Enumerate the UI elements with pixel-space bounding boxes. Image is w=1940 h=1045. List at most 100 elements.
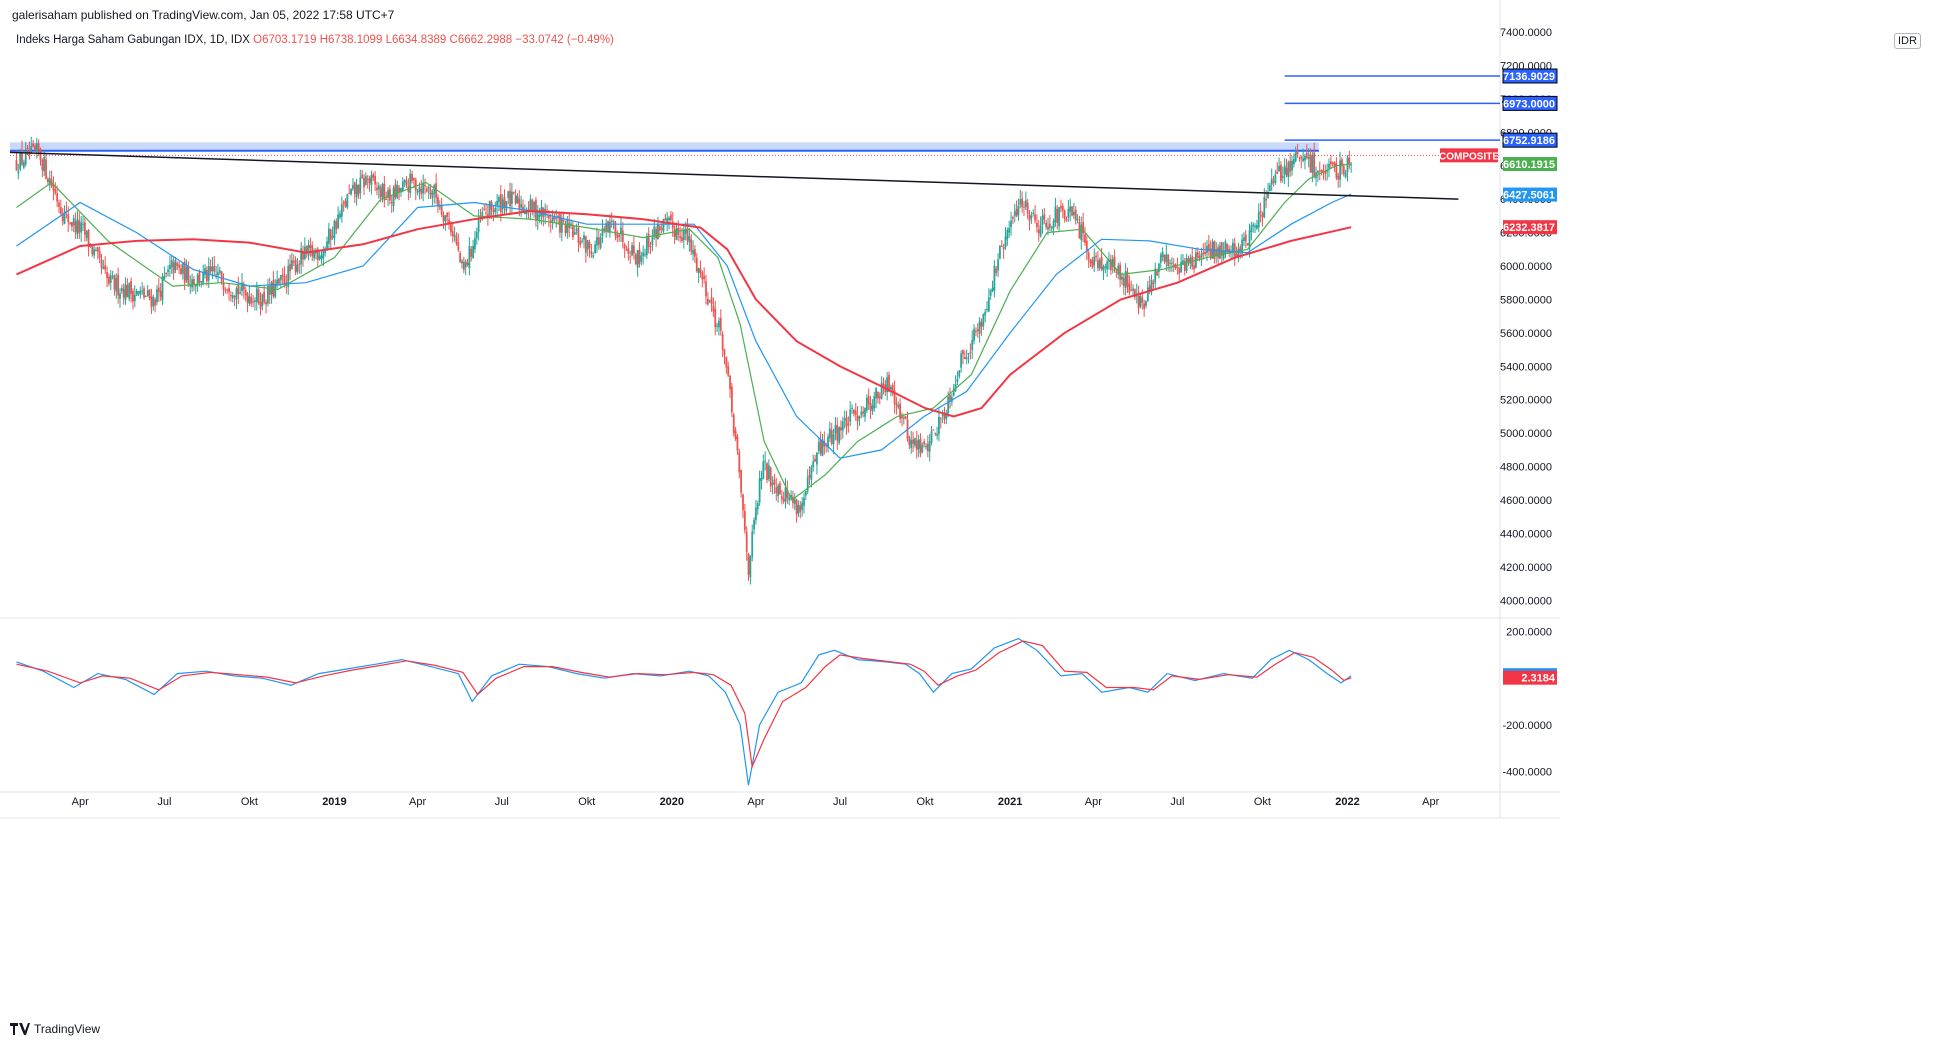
candle (1304, 153, 1306, 170)
candle (1158, 263, 1160, 279)
candle (1015, 200, 1018, 218)
candle (989, 288, 992, 300)
candle (997, 253, 999, 277)
candle (856, 405, 859, 431)
candle (847, 416, 850, 433)
candle (808, 466, 811, 485)
currency-badge[interactable]: IDR (1894, 33, 1921, 49)
candle (1341, 157, 1343, 175)
candle-body (1161, 251, 1164, 257)
candle (468, 237, 471, 276)
candle (1030, 211, 1033, 224)
candle-body (766, 463, 768, 480)
candle (209, 259, 212, 275)
candle (333, 219, 336, 246)
candle-body (1307, 156, 1310, 159)
candle-body (525, 211, 528, 214)
candle-body (1045, 222, 1048, 228)
candle-body (1023, 206, 1025, 208)
candle-body (895, 403, 898, 406)
candle-body (141, 290, 144, 292)
candle (501, 194, 504, 216)
candle-body (200, 281, 203, 283)
candle-body (387, 190, 389, 198)
candle-body (296, 264, 299, 272)
candle-body (174, 260, 177, 270)
candle (65, 201, 68, 219)
candle (934, 432, 937, 437)
candle (207, 257, 210, 289)
candle-body (928, 441, 931, 452)
footer-brand[interactable]: TradingView (10, 1022, 100, 1036)
candle-body (113, 275, 116, 290)
candle-body (1087, 252, 1090, 260)
candle-body (172, 262, 175, 274)
candle-body (1328, 163, 1330, 169)
candle-body (76, 219, 79, 235)
candle-body (1000, 245, 1003, 247)
candle (215, 265, 218, 280)
candle (958, 370, 961, 379)
x-tick-label: Okt (578, 796, 595, 808)
candle (442, 211, 445, 230)
candle (699, 260, 702, 278)
candle-body (279, 275, 282, 281)
candle-body (498, 197, 500, 203)
candle-body (705, 281, 707, 297)
candle (1257, 203, 1260, 233)
candle-body (638, 249, 641, 264)
candle-body (78, 220, 81, 233)
candle (170, 255, 173, 274)
candle (69, 221, 71, 226)
candle-body (984, 311, 987, 316)
candle-body (457, 242, 460, 250)
candle (984, 308, 987, 323)
candle-body (975, 331, 977, 333)
candle (803, 492, 805, 514)
candle (302, 245, 304, 267)
candle (1224, 239, 1227, 258)
candle (1278, 157, 1280, 172)
candle (738, 448, 741, 479)
candle (115, 273, 118, 299)
candle (331, 226, 334, 240)
candle-body (143, 288, 145, 298)
candle-body (56, 193, 59, 202)
candle (529, 194, 532, 221)
candle (533, 200, 535, 218)
candle-body (1021, 198, 1024, 207)
symbol-legend[interactable]: Indeks Harga Saham Gabungan IDX, 1D, IDX… (16, 34, 614, 46)
candle (1019, 189, 1022, 209)
candle (355, 178, 358, 206)
candle-body (560, 218, 563, 233)
candle (1063, 209, 1066, 223)
candle (817, 437, 820, 455)
candle (932, 429, 935, 431)
candle-body (749, 556, 752, 578)
candle (185, 259, 188, 283)
candle-body (566, 219, 569, 233)
candle-body (409, 173, 412, 194)
candle-body (383, 183, 386, 201)
candle-body (808, 475, 811, 478)
candle-body (1291, 160, 1293, 171)
candle-body (830, 429, 833, 444)
candle (259, 292, 262, 316)
candle-body (425, 189, 428, 192)
candle (58, 199, 60, 214)
candle-body (287, 265, 290, 288)
candle (1056, 205, 1059, 230)
candle (337, 206, 340, 230)
candle-body (126, 285, 129, 297)
candle (551, 210, 554, 230)
candle-body (795, 499, 798, 515)
candle (597, 230, 600, 250)
candle-body (507, 191, 510, 199)
x-tick-label: Jul (833, 796, 847, 808)
candle (22, 159, 25, 170)
candle-body (708, 300, 711, 302)
candle-body (1226, 244, 1229, 251)
candle (1091, 256, 1094, 269)
candle (372, 172, 375, 182)
